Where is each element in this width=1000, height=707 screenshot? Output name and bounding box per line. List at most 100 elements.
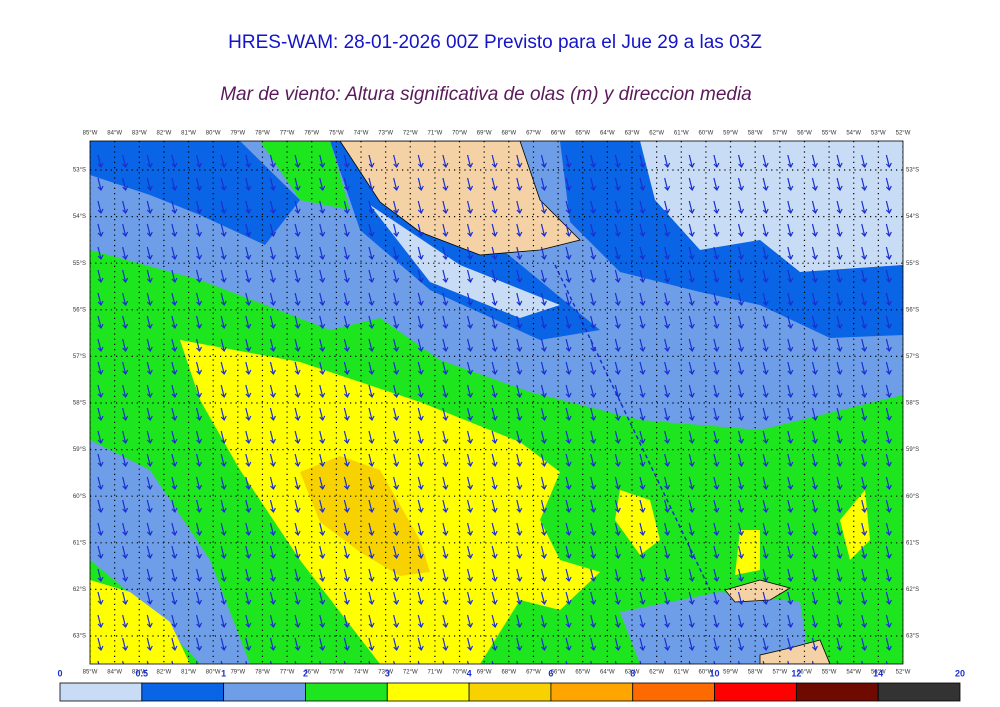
- wave-arrow: [762, 476, 769, 491]
- wave-arrow: [713, 430, 720, 445]
- wave-arrow: [319, 522, 326, 537]
- lon-label: 67°W: [526, 131, 541, 137]
- wave-arrow: [195, 545, 203, 560]
- lon-label: 54°W: [846, 131, 861, 137]
- lat-label: 59°S: [906, 447, 919, 453]
- wave-arrow: [540, 292, 547, 307]
- wave-arrow: [737, 338, 745, 353]
- wave-arrow: [466, 637, 474, 652]
- wave-arrow: [861, 637, 868, 652]
- lat-label: 60°S: [906, 494, 919, 500]
- wave-arrow: [885, 315, 892, 330]
- wave-arrow: [540, 338, 547, 353]
- wave-arrow: [787, 591, 794, 606]
- wave-arrow: [861, 200, 868, 215]
- wave-arrow: [540, 177, 547, 192]
- wave-arrow: [245, 246, 252, 261]
- wave-arrow: [368, 591, 375, 606]
- wave-arrow: [220, 338, 227, 353]
- lon-label: 73°W: [378, 131, 393, 137]
- wave-arrow: [516, 522, 523, 537]
- lat-label: 54°S: [906, 214, 919, 220]
- wave-arrow: [195, 499, 203, 514]
- wave-arrow: [713, 315, 720, 330]
- wave-arrow: [466, 384, 474, 399]
- wave-arrow: [664, 361, 671, 376]
- colorbar-label: 12: [791, 668, 801, 678]
- wave-arrow: [811, 338, 818, 353]
- wave-arrow: [442, 568, 449, 583]
- wave-arrow: [787, 453, 794, 468]
- wave-arrow: [836, 223, 843, 238]
- wave-arrow: [713, 384, 720, 399]
- wave-arrow: [146, 361, 153, 376]
- wave-arrow: [319, 407, 326, 422]
- wave-arrow: [491, 430, 498, 445]
- wave-arrow: [516, 384, 523, 399]
- wave-arrow: [565, 545, 572, 560]
- colorbar-label: 2: [303, 668, 308, 678]
- wave-arrow: [664, 223, 671, 238]
- wave-arrow: [787, 407, 794, 422]
- wave-arrow: [442, 315, 449, 330]
- wave-arrow: [639, 545, 646, 560]
- wave-arrow: [393, 407, 400, 422]
- wave-arrow: [269, 568, 276, 583]
- wave-arrow: [516, 637, 523, 652]
- wave-arrow: [491, 568, 498, 583]
- wave-arrow: [811, 614, 818, 629]
- wave-arrow: [220, 361, 227, 376]
- wave-arrow: [737, 637, 745, 652]
- wave-arrow: [294, 522, 301, 537]
- colorbar-label: 8: [630, 668, 635, 678]
- wave-arrow: [491, 315, 498, 330]
- wave-arrow: [491, 246, 498, 261]
- wave-arrow: [565, 591, 572, 606]
- wave-arrow: [368, 315, 375, 330]
- wave-arrow: [664, 568, 671, 583]
- wave-arrow: [466, 200, 474, 215]
- wave-arrow: [171, 269, 178, 284]
- wave-arrow: [466, 453, 474, 468]
- wave-arrow: [713, 453, 720, 468]
- wave-arrow: [811, 200, 818, 215]
- wave-arrow: [368, 545, 375, 560]
- wave-arrow: [319, 591, 326, 606]
- wave-arrow: [122, 637, 129, 652]
- wave-arrow: [516, 154, 523, 169]
- wave-arrow: [762, 315, 769, 330]
- wave-arrow: [836, 522, 843, 537]
- wave-arrow: [491, 292, 498, 307]
- wave-arrow: [664, 315, 671, 330]
- wave-arrow: [811, 591, 818, 606]
- wave-arrow: [787, 338, 794, 353]
- wave-arrow: [787, 637, 794, 652]
- wave-arrow: [861, 269, 868, 284]
- wave-arrow: [442, 476, 449, 491]
- wave-arrow: [491, 476, 498, 491]
- wave-arrow: [442, 269, 449, 284]
- wave-arrow: [614, 476, 621, 491]
- wave-arrow: [590, 614, 597, 629]
- wave-arrow: [664, 430, 671, 445]
- wave-arrow: [885, 292, 892, 307]
- wave-arrow: [836, 246, 843, 261]
- wave-arrow: [811, 246, 818, 261]
- wave-arrow: [491, 361, 498, 376]
- wave-arrow: [861, 499, 868, 514]
- lon-label: 54°W: [846, 670, 861, 676]
- wave-arrow: [540, 430, 547, 445]
- wave-arrow: [811, 522, 818, 537]
- lon-label: 56°W: [797, 670, 812, 676]
- wave-arrow: [688, 660, 691, 664]
- wave-arrow: [442, 660, 445, 664]
- wave-arrow: [688, 177, 695, 192]
- lon-label: 70°W: [452, 670, 467, 676]
- wave-arrow: [713, 292, 720, 307]
- wave-arrow: [762, 223, 769, 238]
- wave-arrow: [565, 476, 572, 491]
- wave-arrow: [466, 154, 474, 169]
- wave-arrow: [195, 453, 203, 468]
- wave-arrow: [97, 246, 104, 261]
- lon-label: 67°W: [526, 670, 541, 676]
